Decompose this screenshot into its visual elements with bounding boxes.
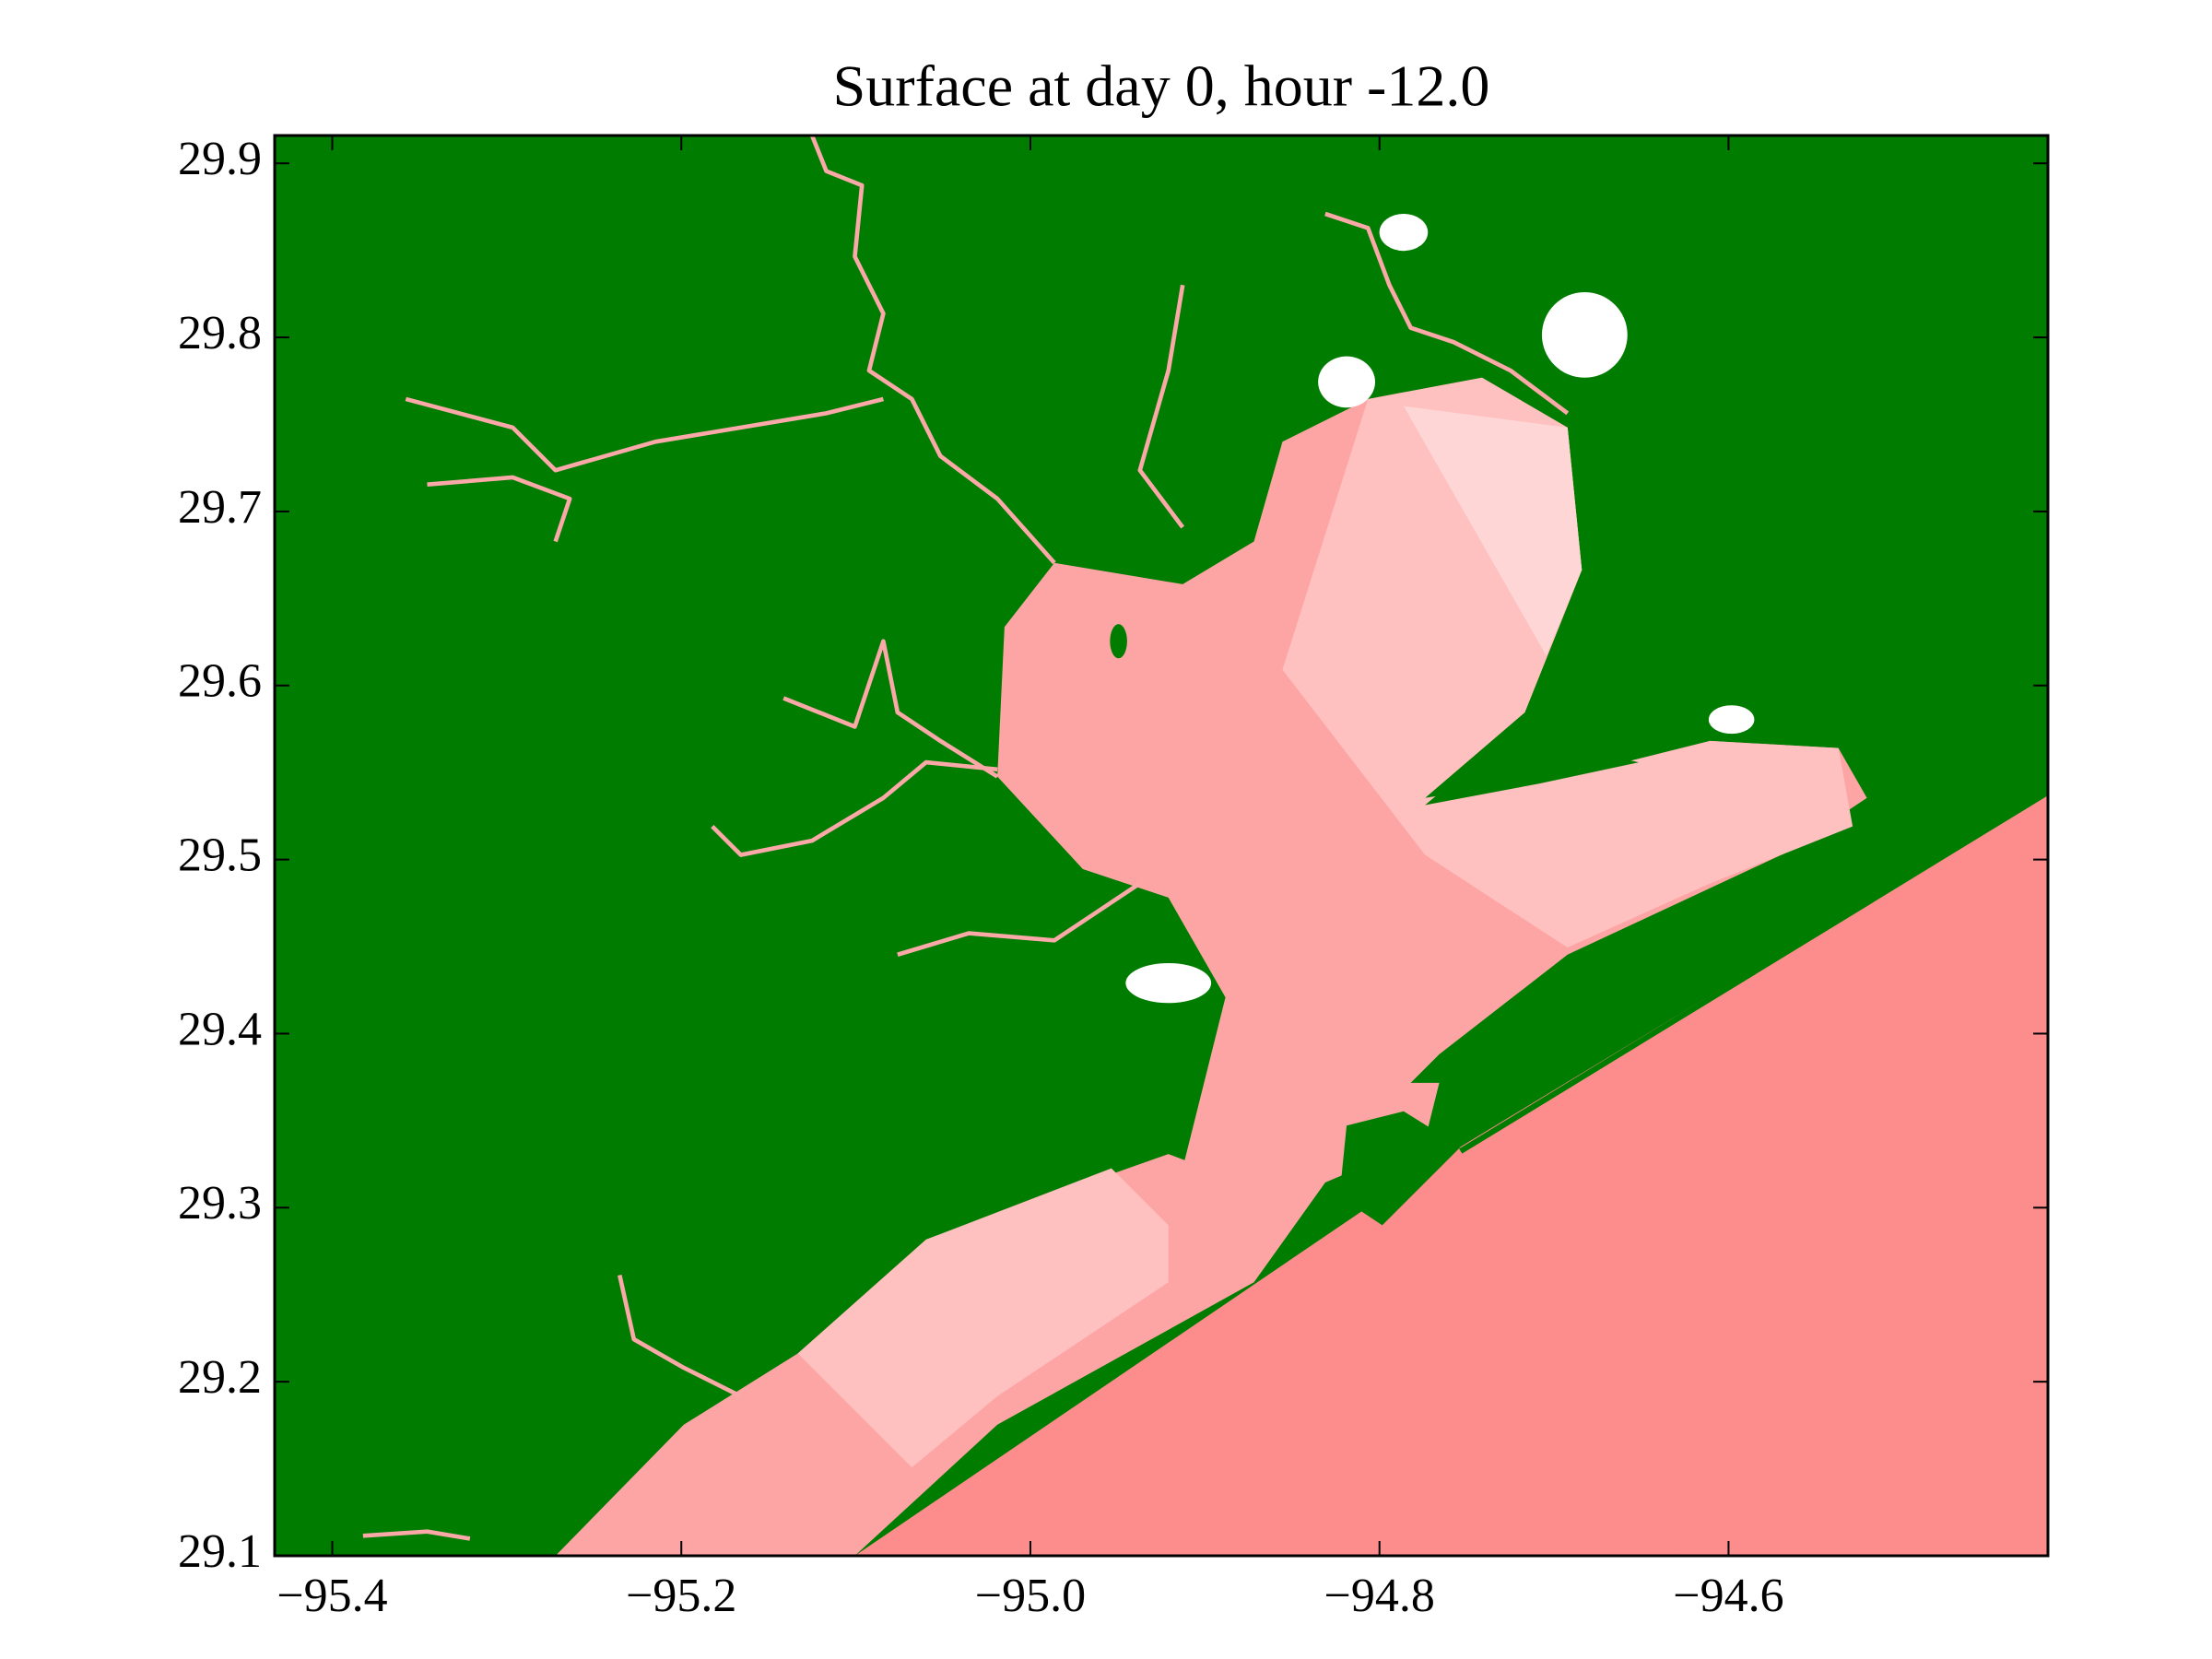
y-tick-label: 29.4 [178, 1003, 262, 1055]
axes-frame [273, 134, 2050, 1558]
river [897, 881, 1142, 957]
barrier-island [1459, 789, 2048, 1154]
river [711, 759, 998, 857]
y-tick-label: 29.5 [178, 830, 262, 882]
river [427, 475, 572, 543]
river [809, 135, 1056, 565]
bolivar [1425, 734, 1640, 806]
river [618, 1275, 742, 1398]
y-tick-label: 29.3 [178, 1177, 262, 1230]
river [782, 639, 999, 779]
map-surface [362, 135, 2048, 1556]
river [1137, 284, 1185, 529]
y-tick-label: 29.6 [178, 655, 262, 708]
y-tick-label: 29.9 [178, 133, 262, 185]
river [1324, 211, 1570, 416]
gulf-edge [1639, 1502, 2048, 1556]
lake [1379, 214, 1429, 252]
x-tick-label: −95.0 [975, 1570, 1086, 1622]
x-tick-label: −94.8 [1324, 1570, 1435, 1622]
river [405, 396, 884, 473]
chart-title: Surface at day 0, hour -12.0 [833, 53, 1490, 119]
island [1110, 624, 1127, 659]
pelican-island [1339, 1111, 1461, 1226]
lake [1541, 292, 1628, 378]
y-tick-label: 29.1 [178, 1525, 262, 1578]
y-tick-label: 29.8 [178, 307, 262, 359]
x-tick-label: −94.6 [1673, 1570, 1783, 1622]
lake [1125, 963, 1212, 1004]
y-tick-label: 29.2 [178, 1351, 262, 1404]
gulf [854, 790, 2048, 1556]
x-tick-label: −95.2 [626, 1570, 736, 1622]
bay-upper-east [1403, 406, 1583, 656]
y-tick-label: 29.7 [178, 481, 262, 534]
lake [1318, 356, 1375, 408]
lake [1708, 705, 1755, 735]
x-tick-label: −95.4 [276, 1570, 387, 1622]
west-bay-light [797, 1168, 1169, 1468]
river [362, 1529, 471, 1541]
